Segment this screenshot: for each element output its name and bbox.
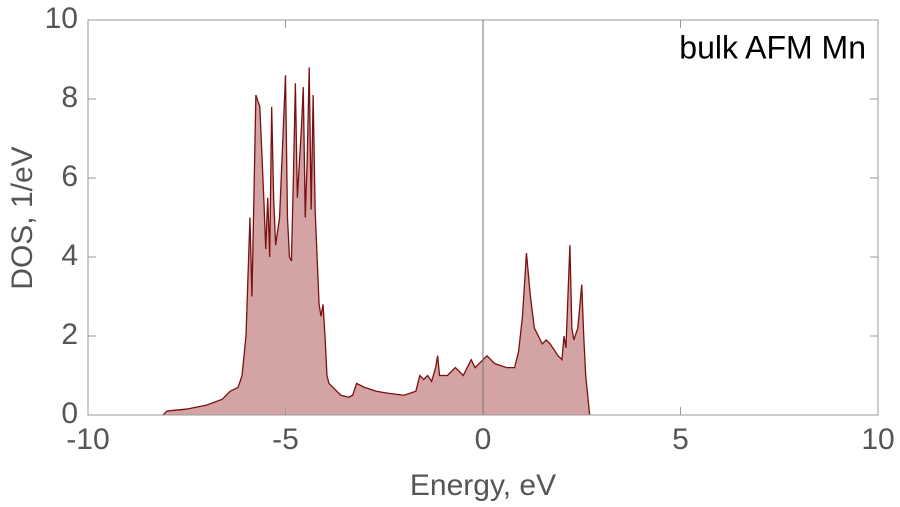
- y-tick-label: 0: [61, 397, 78, 430]
- y-tick-label: 2: [61, 318, 78, 351]
- x-tick-label: 5: [672, 423, 689, 456]
- x-tick-label: 0: [475, 423, 492, 456]
- x-axis-label: Energy, eV: [410, 469, 556, 502]
- y-tick-label: 8: [61, 81, 78, 114]
- y-tick-label: 4: [61, 239, 78, 272]
- y-tick-label: 6: [61, 160, 78, 193]
- y-tick-label: 10: [45, 2, 78, 35]
- x-tick-label: -5: [272, 423, 299, 456]
- x-tick-label: -10: [66, 423, 109, 456]
- annotation: bulk AFM Mn: [679, 29, 866, 65]
- dos-area: [163, 67, 590, 416]
- y-axis-label: DOS, 1/eV: [6, 146, 39, 289]
- dos-line: [162, 67, 591, 416]
- x-tick-label: 10: [861, 423, 894, 456]
